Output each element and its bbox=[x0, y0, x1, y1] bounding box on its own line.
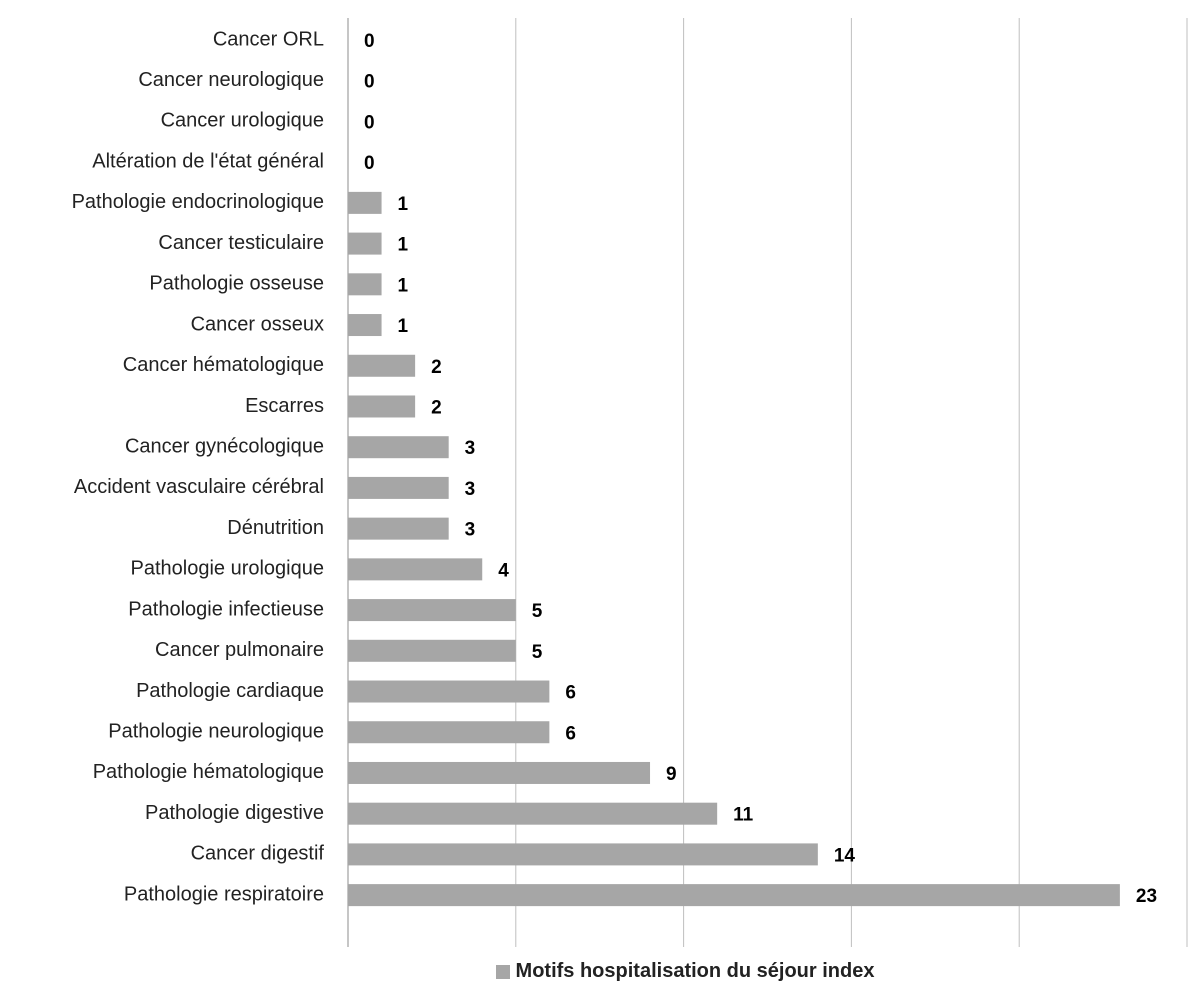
data-label: 6 bbox=[565, 683, 576, 704]
category-label: Cancer neurologique bbox=[138, 69, 324, 91]
bar bbox=[348, 354, 416, 377]
category-label: Pathologie endocrinologique bbox=[72, 191, 324, 213]
data-label: 3 bbox=[465, 520, 476, 541]
data-label: 4 bbox=[498, 560, 509, 581]
bar bbox=[348, 558, 483, 581]
category-label: Altération de l'état général bbox=[92, 150, 324, 172]
category-label: Pathologie digestive bbox=[145, 802, 324, 824]
data-label: 1 bbox=[398, 235, 409, 256]
data-label: 1 bbox=[398, 316, 409, 337]
category-label: Pathologie cardiaque bbox=[136, 680, 324, 702]
bar-chart: Cancer ORL 0 Cancer neurologique 0 Cancer ur… bbox=[72, 18, 1188, 947]
bar bbox=[348, 314, 382, 337]
bar bbox=[348, 680, 550, 703]
bar bbox=[348, 802, 718, 825]
legend-label: Motifs hospitalisation du séjour index bbox=[515, 960, 875, 982]
bar bbox=[348, 273, 382, 296]
data-label: 9 bbox=[666, 764, 677, 785]
legend: Motifs hospitalisation du séjour index bbox=[0, 960, 1202, 983]
data-label: 23 bbox=[1136, 886, 1157, 907]
data-label: 0 bbox=[364, 153, 375, 174]
bar bbox=[348, 436, 449, 459]
data-label: 5 bbox=[532, 601, 543, 622]
data-label: 0 bbox=[364, 112, 375, 133]
data-label: 1 bbox=[398, 194, 409, 215]
category-label: Cancer ORL bbox=[213, 28, 324, 50]
category-label: Pathologie neurologique bbox=[108, 721, 324, 743]
category-label: Pathologie hématologique bbox=[93, 761, 324, 783]
bar bbox=[348, 476, 449, 499]
data-label: 11 bbox=[733, 805, 754, 826]
category-label: Cancer hématologique bbox=[123, 354, 324, 376]
data-label: 0 bbox=[364, 31, 375, 52]
category-label: Cancer pulmonaire bbox=[155, 639, 324, 661]
category-label: Dénutrition bbox=[227, 517, 324, 539]
bar bbox=[348, 599, 516, 622]
data-label: 3 bbox=[465, 438, 476, 459]
data-label: 2 bbox=[431, 397, 442, 418]
category-label: Cancer digestif bbox=[191, 843, 325, 865]
data-label: 1 bbox=[398, 275, 409, 296]
category-label: Cancer osseux bbox=[191, 313, 324, 335]
data-label: 14 bbox=[834, 845, 856, 866]
bar bbox=[348, 721, 550, 744]
legend-swatch bbox=[495, 964, 510, 979]
category-label: Escarres bbox=[245, 395, 324, 417]
category-label: Accident vasculaire cérébral bbox=[74, 476, 324, 498]
bar bbox=[348, 517, 449, 540]
bar bbox=[348, 191, 382, 214]
category-label: Cancer gynécologique bbox=[125, 435, 324, 457]
bar bbox=[348, 884, 1120, 907]
category-label: Cancer testiculaire bbox=[158, 232, 324, 254]
data-label: 6 bbox=[565, 723, 576, 744]
category-label: Cancer urologique bbox=[161, 110, 324, 132]
data-label: 2 bbox=[431, 357, 442, 378]
bar bbox=[348, 843, 818, 866]
category-label: Pathologie respiratoire bbox=[124, 883, 324, 905]
category-label: Pathologie infectieuse bbox=[128, 598, 324, 620]
bar bbox=[348, 761, 651, 784]
data-label: 3 bbox=[465, 479, 476, 500]
category-label: Pathologie urologique bbox=[131, 558, 325, 580]
category-label: Pathologie osseuse bbox=[149, 273, 324, 295]
data-label: 5 bbox=[532, 642, 543, 663]
bar bbox=[348, 232, 382, 255]
bar bbox=[348, 639, 516, 662]
data-label: 0 bbox=[364, 72, 375, 93]
bar bbox=[348, 395, 416, 418]
